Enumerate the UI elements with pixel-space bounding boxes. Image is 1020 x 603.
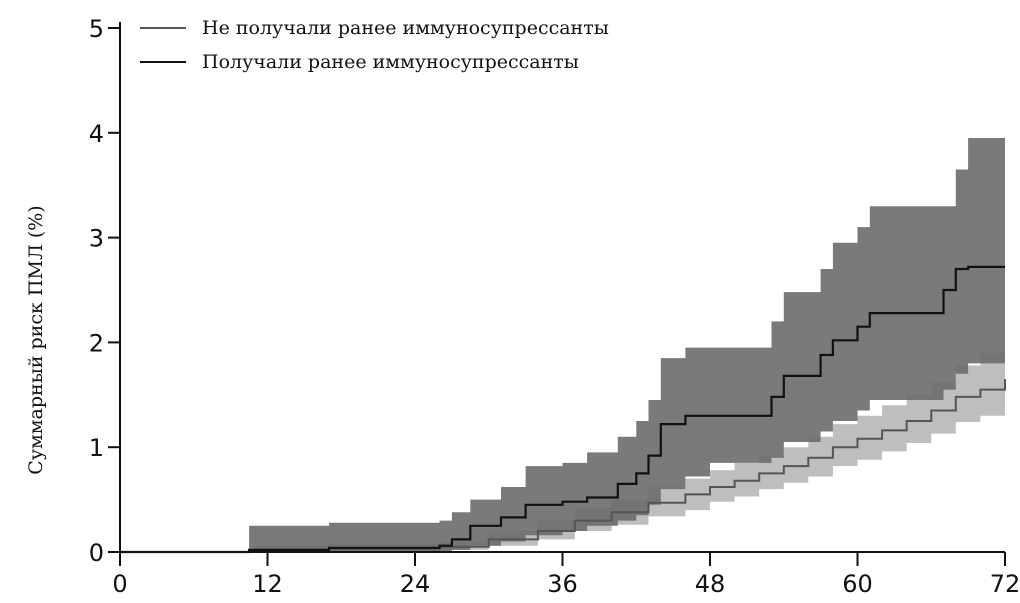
confidence-bands <box>120 138 1005 552</box>
legend: Не получали ранее иммуносупрессанты Получ… <box>140 17 609 73</box>
x-tick-label: 36 <box>547 570 578 598</box>
x-tick-label: 24 <box>400 570 431 598</box>
band-series-2 <box>120 138 1005 552</box>
x-tick-label: 12 <box>252 570 283 598</box>
y-tick-label: 2 <box>89 329 104 357</box>
y-tick-label: 5 <box>89 15 104 43</box>
y-axis-label: Суммарный риск ПМЛ (%) <box>25 205 47 474</box>
x-tick-label: 48 <box>695 570 726 598</box>
line-series-1 <box>120 379 1006 553</box>
y-tick-label: 4 <box>89 120 104 148</box>
line-series-2 <box>120 265 1005 554</box>
y-tick-label: 0 <box>89 539 104 567</box>
series-lines <box>120 265 1006 554</box>
band-series-1 <box>120 331 1005 552</box>
x-tick-label: 72 <box>990 570 1020 598</box>
x-tick-label: 0 <box>112 570 127 598</box>
legend-label-2: Получали ранее иммуносупрессанты <box>202 51 579 73</box>
y-tick-label: 3 <box>89 225 104 253</box>
y-tick-label: 1 <box>89 434 104 462</box>
x-tick-label: 60 <box>842 570 873 598</box>
legend-label-1: Не получали ранее иммуносупрессанты <box>202 17 609 39</box>
